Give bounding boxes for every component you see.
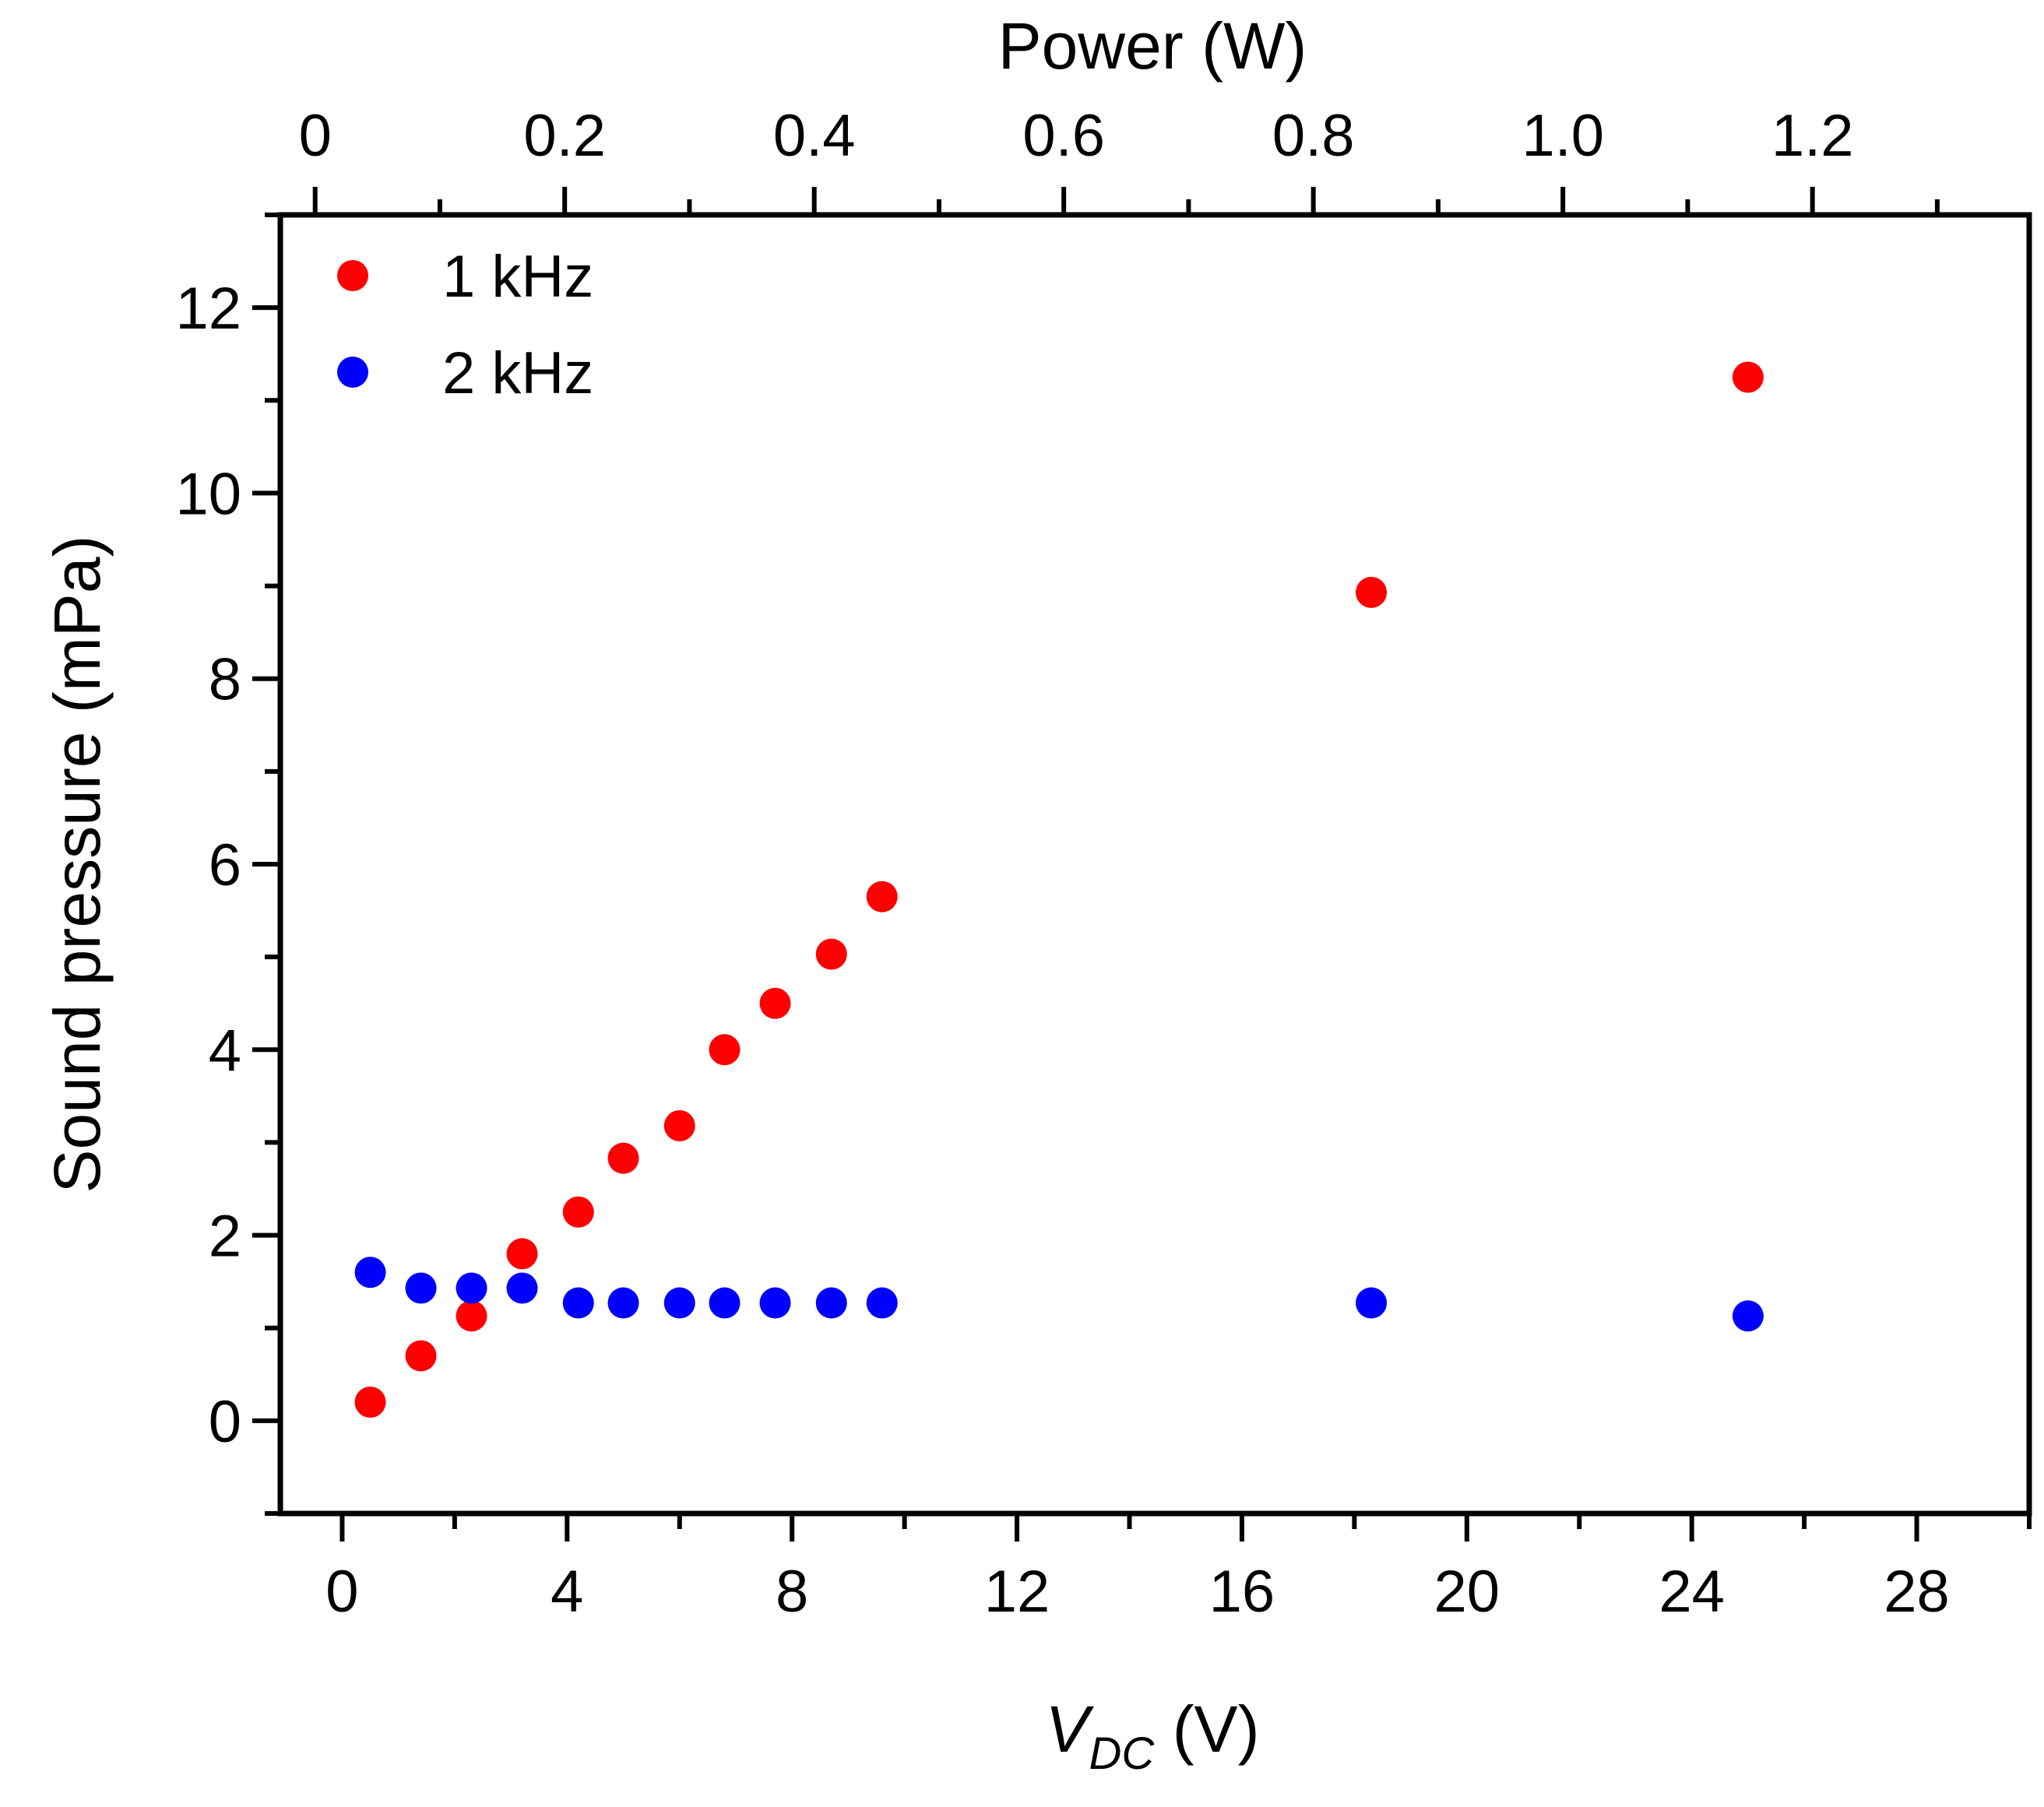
data-point <box>456 1300 487 1332</box>
legend: 1 kHz 2 kHz <box>337 244 593 406</box>
x-tick-label: 16 <box>1209 1559 1275 1625</box>
y-tick-label: 12 <box>175 276 241 342</box>
data-point <box>354 1257 386 1288</box>
data-point <box>866 1287 898 1319</box>
x2-tick-label: 0 <box>299 103 332 169</box>
data-point <box>709 1287 741 1319</box>
data-point <box>1356 576 1388 608</box>
x2-tick-label: 0.4 <box>773 103 856 169</box>
x-axis-title-variable: V <box>1045 1693 1094 1766</box>
x-tick-label: 20 <box>1434 1559 1500 1625</box>
x-axis-title-subscript: DC <box>1089 1728 1155 1779</box>
y-axis-title: Sound pressure (mPa) <box>40 535 114 1193</box>
data-point <box>562 1196 594 1228</box>
data-point <box>866 881 898 912</box>
data-point <box>506 1272 538 1304</box>
x-axis-title-unit: (V) <box>1154 1693 1259 1766</box>
x2-tick-label: 0.8 <box>1272 103 1355 169</box>
x-tick-label: 12 <box>984 1559 1050 1625</box>
y-tick-label: 6 <box>209 832 241 898</box>
data-point <box>506 1238 538 1270</box>
data-points <box>354 361 1764 1419</box>
data-point <box>759 987 791 1019</box>
data-point <box>759 1287 791 1319</box>
data-point <box>1356 1287 1388 1319</box>
x-axis-top: 0 0.2 0.4 0.6 0.8 1.0 1.2 <box>299 103 1940 215</box>
data-point <box>405 1340 437 1372</box>
data-point <box>456 1272 487 1304</box>
legend-marker <box>337 260 368 291</box>
y-tick-label: 8 <box>209 647 241 713</box>
data-point <box>562 1287 594 1319</box>
x2-tick-label: 1.0 <box>1522 103 1604 169</box>
y-tick-label: 4 <box>209 1018 241 1084</box>
x-tick-label: 0 <box>325 1559 358 1625</box>
data-point <box>1732 1300 1764 1332</box>
data-point <box>1732 361 1764 393</box>
x-axis-bottom: 0 4 8 12 16 20 24 28 <box>325 1513 2032 1625</box>
data-point <box>607 1287 639 1319</box>
x-tick-label: 8 <box>776 1559 808 1625</box>
data-point <box>815 1287 847 1319</box>
y-tick-label: 2 <box>209 1204 241 1270</box>
data-point <box>607 1142 639 1174</box>
x-tick-label: 28 <box>1884 1559 1950 1625</box>
x2-axis-title: Power (W) <box>998 9 1307 83</box>
plot-frame <box>277 212 2032 1517</box>
y-axis-left: 0 2 4 6 8 10 12 <box>175 213 280 1516</box>
y-tick-label: 10 <box>175 461 241 527</box>
y-tick-label: 0 <box>209 1389 241 1455</box>
data-point <box>354 1387 386 1419</box>
legend-label: 1 kHz <box>442 244 593 310</box>
x2-tick-label: 0.6 <box>1022 103 1105 169</box>
x-tick-label: 4 <box>551 1559 583 1625</box>
data-point <box>405 1272 437 1304</box>
x-tick-label: 24 <box>1659 1559 1725 1625</box>
legend-marker <box>337 357 368 388</box>
x2-tick-label: 0.2 <box>523 103 606 169</box>
x-axis-title: VDC (V) <box>1045 1693 1259 1779</box>
legend-label: 2 kHz <box>442 340 593 406</box>
data-point <box>663 1109 695 1141</box>
data-point <box>709 1034 741 1066</box>
data-point <box>663 1287 695 1319</box>
data-point <box>815 938 847 970</box>
x2-tick-label: 1.2 <box>1771 103 1854 169</box>
